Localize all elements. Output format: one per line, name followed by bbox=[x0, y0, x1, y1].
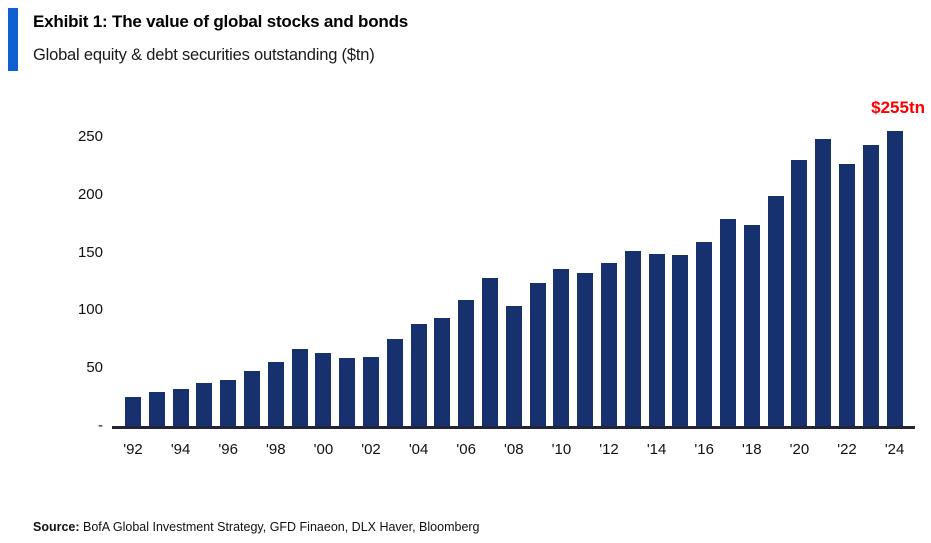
bar-2021 bbox=[815, 139, 832, 426]
bar-2010 bbox=[553, 268, 570, 426]
x-axis-label-14: '14 bbox=[646, 441, 667, 458]
x-axis-label-22: '22 bbox=[837, 441, 857, 458]
bar-2011 bbox=[577, 273, 594, 426]
bar-2007 bbox=[482, 278, 498, 426]
bar-1996 bbox=[220, 379, 237, 426]
bar-2004 bbox=[410, 324, 427, 426]
y-axis-label-200: 200 bbox=[77, 185, 103, 203]
x-axis-label-02: '02 bbox=[361, 441, 381, 458]
bar-2013 bbox=[624, 251, 641, 426]
bar-1998 bbox=[267, 362, 284, 426]
bar-2001 bbox=[339, 357, 356, 426]
bar-1999 bbox=[291, 348, 308, 426]
bar-2009 bbox=[529, 282, 546, 426]
bar-2006 bbox=[458, 299, 475, 426]
x-axis-label-04: '04 bbox=[408, 441, 429, 458]
bar-1994 bbox=[172, 389, 189, 426]
x-axis-label-06: '06 bbox=[456, 441, 476, 458]
y-axis-label-100: 100 bbox=[77, 301, 103, 319]
x-axis-line bbox=[112, 426, 915, 429]
x-axis-label-00: '00 bbox=[313, 441, 334, 458]
bar-2002 bbox=[363, 356, 379, 426]
x-axis-label-94: '94 bbox=[170, 441, 191, 458]
bar-1997 bbox=[244, 370, 260, 426]
bar-2003 bbox=[386, 339, 403, 426]
source-label: Source: bbox=[33, 520, 80, 534]
x-axis-label-20: '20 bbox=[789, 441, 810, 458]
source-line: Source: BofA Global Investment Strategy,… bbox=[33, 520, 480, 534]
bar-2000 bbox=[315, 353, 332, 426]
bar-2019 bbox=[767, 195, 784, 426]
exhibit-title: Exhibit 1: The value of global stocks an… bbox=[33, 12, 409, 31]
bar-2008 bbox=[505, 305, 522, 426]
bar-2005 bbox=[434, 318, 451, 426]
bar-2015 bbox=[672, 254, 689, 426]
bar-2016 bbox=[696, 242, 713, 426]
x-axis-label-10: '10 bbox=[551, 441, 572, 458]
x-axis-label-12: '12 bbox=[599, 441, 619, 458]
y-axis-label-50: 50 bbox=[86, 359, 103, 377]
x-axis-label-18: '18 bbox=[742, 441, 762, 458]
bar-1993 bbox=[148, 392, 165, 426]
bar-2014 bbox=[648, 253, 665, 426]
value-annotation: $255tn bbox=[871, 98, 925, 117]
bar-2020 bbox=[791, 160, 808, 426]
bar-2024 bbox=[886, 131, 903, 426]
x-axis-label-24: '24 bbox=[884, 441, 905, 458]
bar-1992 bbox=[125, 397, 141, 426]
x-axis-label-96: '96 bbox=[218, 441, 238, 458]
y-axis-label-250: 250 bbox=[77, 128, 103, 145]
source-text: BofA Global Investment Strategy, GFD Fin… bbox=[79, 520, 480, 534]
header-accent-bar bbox=[8, 8, 18, 71]
bar-1995 bbox=[196, 383, 213, 426]
x-axis-label-92: '92 bbox=[123, 441, 143, 458]
bar-2012 bbox=[601, 263, 617, 426]
y-axis-label-zero: - bbox=[98, 417, 103, 434]
y-axis-label-150: 150 bbox=[77, 243, 103, 261]
bar-2023 bbox=[862, 145, 879, 426]
exhibit-subtitle: Global equity & debt securities outstand… bbox=[33, 46, 375, 64]
x-axis-label-98: '98 bbox=[266, 441, 286, 458]
x-axis-label-16: '16 bbox=[694, 441, 714, 458]
bar-2017 bbox=[720, 219, 736, 426]
x-axis-label-08: '08 bbox=[504, 441, 524, 458]
bar-2018 bbox=[743, 224, 760, 426]
bar-2022 bbox=[839, 163, 855, 426]
